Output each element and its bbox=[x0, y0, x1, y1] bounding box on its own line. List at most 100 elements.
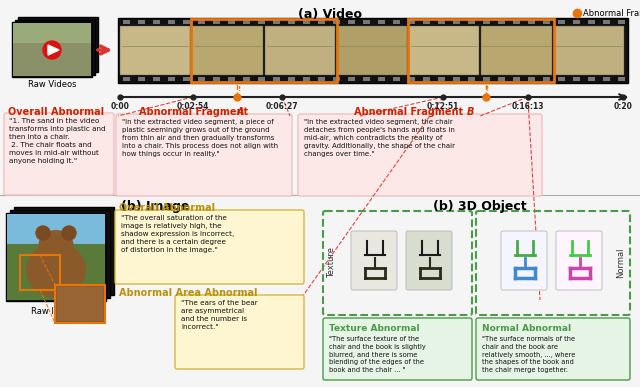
Bar bbox=[153, 20, 160, 24]
Bar bbox=[423, 20, 430, 24]
FancyBboxPatch shape bbox=[409, 26, 479, 75]
Bar bbox=[198, 77, 205, 81]
Bar bbox=[513, 20, 520, 24]
Text: "The ears of the bear
are asymmetrical
and the number is
incorrect.": "The ears of the bear are asymmetrical a… bbox=[181, 300, 258, 330]
Bar bbox=[318, 77, 325, 81]
Text: Normal: Normal bbox=[616, 248, 625, 278]
Bar bbox=[273, 20, 280, 24]
Bar bbox=[213, 77, 220, 81]
Bar bbox=[318, 20, 325, 24]
FancyBboxPatch shape bbox=[175, 295, 304, 369]
Text: "The overall saturation of the
image is relatively high, the
shadow expression i: "The overall saturation of the image is … bbox=[121, 215, 234, 253]
Polygon shape bbox=[48, 45, 59, 55]
FancyBboxPatch shape bbox=[57, 287, 103, 321]
FancyBboxPatch shape bbox=[7, 214, 105, 244]
Bar bbox=[423, 77, 430, 81]
Bar bbox=[438, 20, 445, 24]
Bar bbox=[483, 20, 490, 24]
Text: Abnormal Fragment: Abnormal Fragment bbox=[139, 107, 252, 117]
Bar bbox=[183, 20, 190, 24]
Bar bbox=[438, 77, 445, 81]
Bar bbox=[573, 77, 580, 81]
FancyBboxPatch shape bbox=[7, 214, 105, 300]
Bar bbox=[558, 77, 565, 81]
Text: !: ! bbox=[486, 86, 489, 92]
Text: "The surface texture of the
chair and the book is slightly
blurred, and there is: "The surface texture of the chair and th… bbox=[329, 336, 426, 373]
FancyBboxPatch shape bbox=[14, 207, 114, 295]
Bar bbox=[498, 20, 505, 24]
Bar bbox=[603, 77, 610, 81]
Bar bbox=[543, 20, 550, 24]
FancyBboxPatch shape bbox=[192, 26, 262, 75]
Bar bbox=[138, 20, 145, 24]
Text: !: ! bbox=[237, 86, 241, 92]
FancyBboxPatch shape bbox=[351, 231, 397, 290]
Text: Raw Videos: Raw Videos bbox=[28, 80, 76, 89]
Bar bbox=[573, 20, 580, 24]
Text: Texture Abnormal: Texture Abnormal bbox=[329, 324, 420, 333]
FancyBboxPatch shape bbox=[10, 210, 110, 298]
Text: Abnormal Fragment: Abnormal Fragment bbox=[354, 107, 467, 117]
Text: "1. The sand in the video
transforms into plastic and
then into a chair.
 2. The: "1. The sand in the video transforms int… bbox=[9, 118, 106, 164]
Text: B: B bbox=[467, 107, 474, 117]
FancyBboxPatch shape bbox=[298, 114, 542, 196]
Bar bbox=[393, 77, 400, 81]
Text: (b) Image: (b) Image bbox=[121, 200, 189, 213]
Text: A: A bbox=[236, 107, 244, 117]
FancyBboxPatch shape bbox=[476, 318, 630, 380]
Bar bbox=[348, 20, 355, 24]
Bar bbox=[288, 77, 295, 81]
Text: (a) Video: (a) Video bbox=[298, 8, 362, 21]
FancyBboxPatch shape bbox=[55, 285, 105, 323]
FancyBboxPatch shape bbox=[481, 26, 552, 75]
Bar bbox=[168, 77, 175, 81]
FancyBboxPatch shape bbox=[12, 22, 92, 77]
Ellipse shape bbox=[38, 230, 74, 260]
Text: Overall Abnormal: Overall Abnormal bbox=[8, 107, 104, 117]
Bar bbox=[393, 20, 400, 24]
FancyBboxPatch shape bbox=[116, 114, 292, 196]
FancyBboxPatch shape bbox=[4, 113, 114, 195]
Text: 0:06:27: 0:06:27 bbox=[266, 102, 298, 111]
Text: 0:00: 0:00 bbox=[111, 102, 129, 111]
Text: "In the extracted video segment, the chair
detaches from people's hands and floa: "In the extracted video segment, the cha… bbox=[304, 119, 455, 157]
Bar bbox=[453, 77, 460, 81]
Bar bbox=[603, 20, 610, 24]
Bar bbox=[498, 77, 505, 81]
Bar bbox=[378, 77, 385, 81]
Bar bbox=[258, 20, 265, 24]
Bar bbox=[483, 77, 490, 81]
Text: Texture: Texture bbox=[328, 248, 337, 279]
Circle shape bbox=[43, 41, 61, 59]
FancyBboxPatch shape bbox=[18, 17, 98, 72]
Bar bbox=[558, 20, 565, 24]
Bar bbox=[213, 20, 220, 24]
Bar bbox=[408, 77, 415, 81]
Bar bbox=[408, 20, 415, 24]
Circle shape bbox=[62, 226, 76, 240]
Bar bbox=[198, 20, 205, 24]
Text: 0:16:13: 0:16:13 bbox=[511, 102, 544, 111]
Bar bbox=[333, 20, 340, 24]
Text: Raw Images: Raw Images bbox=[31, 307, 83, 316]
FancyBboxPatch shape bbox=[13, 23, 91, 43]
FancyBboxPatch shape bbox=[13, 23, 91, 76]
Bar bbox=[123, 20, 130, 24]
FancyBboxPatch shape bbox=[406, 231, 452, 290]
Bar bbox=[273, 77, 280, 81]
Text: Abnormal Frame: Abnormal Frame bbox=[583, 9, 640, 17]
Bar bbox=[618, 77, 625, 81]
Bar bbox=[588, 77, 595, 81]
Bar bbox=[258, 77, 265, 81]
Circle shape bbox=[36, 226, 50, 240]
Bar bbox=[123, 77, 130, 81]
Bar bbox=[243, 20, 250, 24]
Text: Normal Abnormal: Normal Abnormal bbox=[482, 324, 571, 333]
Bar bbox=[303, 20, 310, 24]
Bar bbox=[138, 77, 145, 81]
Bar bbox=[153, 77, 160, 81]
Text: (b) 3D Object: (b) 3D Object bbox=[433, 200, 527, 213]
Text: 0:02:54: 0:02:54 bbox=[177, 102, 209, 111]
Bar bbox=[543, 77, 550, 81]
Bar bbox=[363, 77, 370, 81]
